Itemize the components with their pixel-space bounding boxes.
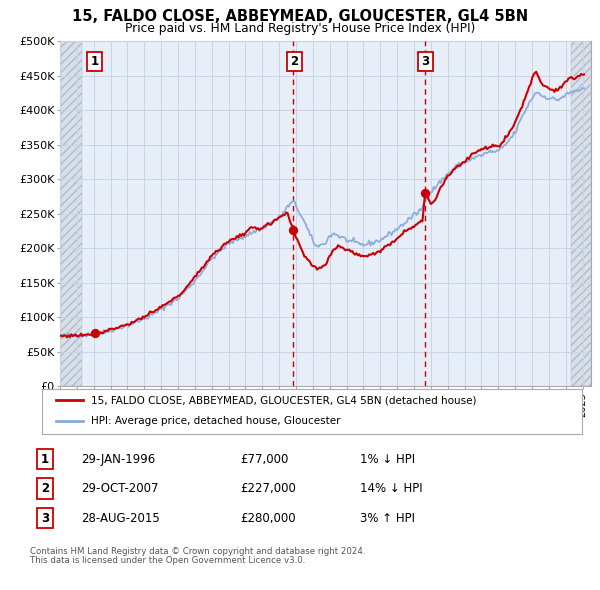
Text: 3% ↑ HPI: 3% ↑ HPI <box>360 512 415 525</box>
Text: Price paid vs. HM Land Registry's House Price Index (HPI): Price paid vs. HM Land Registry's House … <box>125 22 475 35</box>
Text: 2: 2 <box>41 482 49 495</box>
Text: 15, FALDO CLOSE, ABBEYMEAD, GLOUCESTER, GL4 5BN: 15, FALDO CLOSE, ABBEYMEAD, GLOUCESTER, … <box>72 9 528 24</box>
Point <box>421 188 430 198</box>
Text: £77,000: £77,000 <box>240 453 289 466</box>
Text: 3: 3 <box>41 512 49 525</box>
Text: 29-JAN-1996: 29-JAN-1996 <box>81 453 155 466</box>
Text: 29-OCT-2007: 29-OCT-2007 <box>81 482 158 495</box>
Text: £280,000: £280,000 <box>240 512 296 525</box>
Text: 28-AUG-2015: 28-AUG-2015 <box>81 512 160 525</box>
Text: £227,000: £227,000 <box>240 482 296 495</box>
Text: Contains HM Land Registry data © Crown copyright and database right 2024.: Contains HM Land Registry data © Crown c… <box>30 547 365 556</box>
Text: 2: 2 <box>290 55 298 68</box>
Text: 1% ↓ HPI: 1% ↓ HPI <box>360 453 415 466</box>
Text: HPI: Average price, detached house, Gloucester: HPI: Average price, detached house, Glou… <box>91 417 340 426</box>
Text: 3: 3 <box>422 55 430 68</box>
Text: This data is licensed under the Open Government Licence v3.0.: This data is licensed under the Open Gov… <box>30 556 305 565</box>
Text: 1: 1 <box>41 453 49 466</box>
Text: 14% ↓ HPI: 14% ↓ HPI <box>360 482 422 495</box>
Text: 1: 1 <box>91 55 98 68</box>
Text: 15, FALDO CLOSE, ABBEYMEAD, GLOUCESTER, GL4 5BN (detached house): 15, FALDO CLOSE, ABBEYMEAD, GLOUCESTER, … <box>91 395 476 405</box>
Point <box>90 329 100 338</box>
Point <box>289 225 298 234</box>
